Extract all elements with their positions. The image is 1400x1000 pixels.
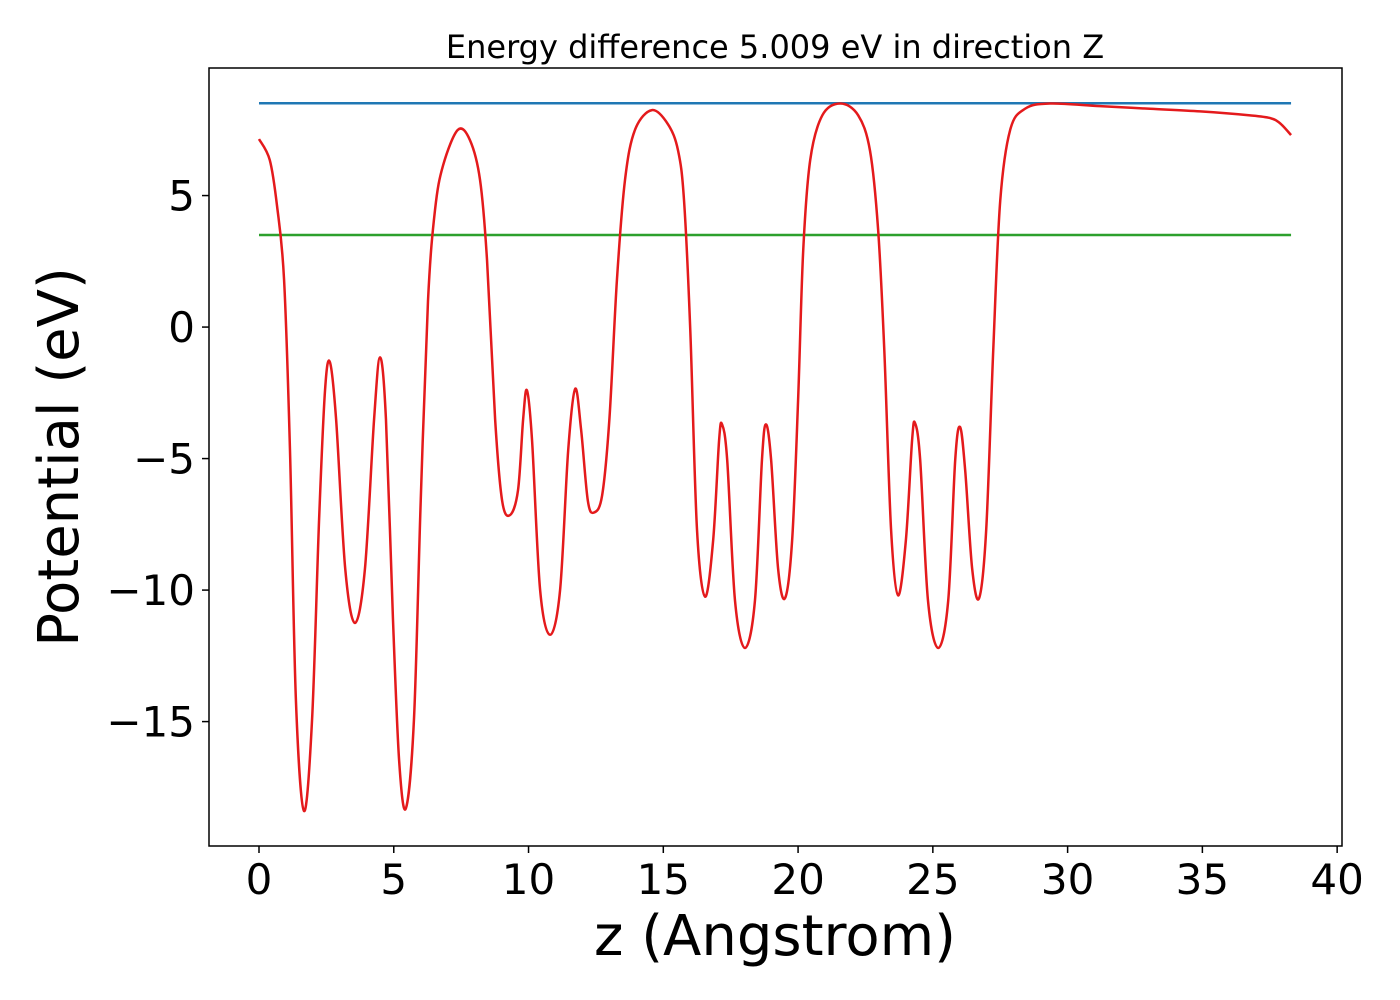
x-tick-label: 40 — [1310, 855, 1363, 904]
plot-frame — [208, 67, 1343, 847]
x-tick-label: 5 — [380, 855, 407, 904]
y-tick-label: −5 — [133, 435, 195, 484]
y-tick-label: −15 — [106, 698, 195, 747]
x-axis-label: z (Angstrom) — [594, 904, 956, 969]
x-tick-label: 0 — [246, 855, 273, 904]
x-tick-label: 35 — [1176, 855, 1229, 904]
x-tick-label: 20 — [771, 855, 824, 904]
line-series — [257, 102, 1292, 813]
y-tick-label: 0 — [168, 303, 195, 352]
y-axis-label: Potential (eV) — [27, 267, 92, 647]
x-tick-label: 10 — [502, 855, 555, 904]
chart-title: Energy difference 5.009 eV in direction … — [446, 28, 1104, 66]
x-tick-label: 30 — [1041, 855, 1094, 904]
y-tick-label: 5 — [168, 172, 195, 221]
y-tick-label: −10 — [106, 566, 195, 615]
x-tick-label: 25 — [906, 855, 959, 904]
x-tick-label: 15 — [637, 855, 690, 904]
